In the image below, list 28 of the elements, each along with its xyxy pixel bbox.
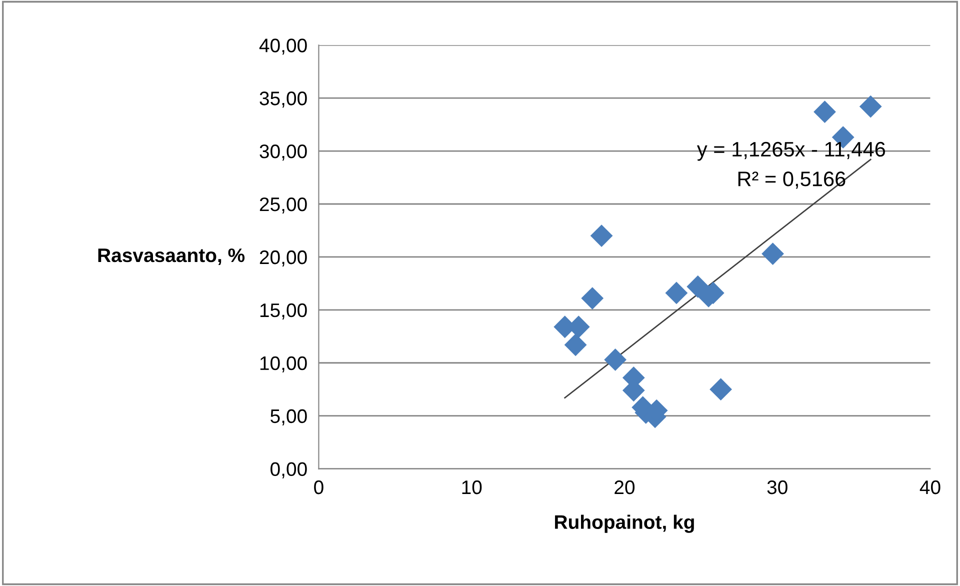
x-tick-label: 10: [462, 480, 482, 494]
y-tick-label: 35,00: [260, 92, 307, 108]
point: [564, 334, 587, 356]
x-tick-label: 40: [920, 480, 940, 494]
y-tick-label: 25,00: [260, 197, 307, 214]
y-axis-title: Rasvasaanto, %: [98, 248, 245, 265]
x-tick-label: 0: [314, 480, 324, 494]
point: [814, 100, 836, 124]
annotation: y = 1,1265x - 11,446: [696, 142, 886, 161]
x-tick-label: 20: [614, 480, 635, 494]
x-axis-title: Ruhopainot, kg: [555, 514, 694, 533]
point: [604, 348, 627, 371]
y-tick-label: 10,00: [260, 356, 307, 372]
point: [686, 275, 710, 298]
y-tick-label: 20,00: [260, 250, 307, 266]
y-tick-label: 40,00: [259, 38, 307, 55]
point: [581, 287, 604, 310]
y-tick-label: 5,00: [270, 409, 307, 426]
point: [710, 378, 732, 401]
y-tick-label: 30,00: [260, 144, 307, 161]
point: [762, 242, 784, 265]
point: [590, 224, 613, 247]
annotation: R² = 0,5166: [738, 172, 846, 189]
y-tick-label: 15,00: [260, 303, 307, 320]
point: [665, 282, 688, 304]
y-tick-label: 0,00: [270, 462, 307, 478]
point: [859, 95, 882, 118]
x-tick-label: 30: [767, 480, 788, 494]
